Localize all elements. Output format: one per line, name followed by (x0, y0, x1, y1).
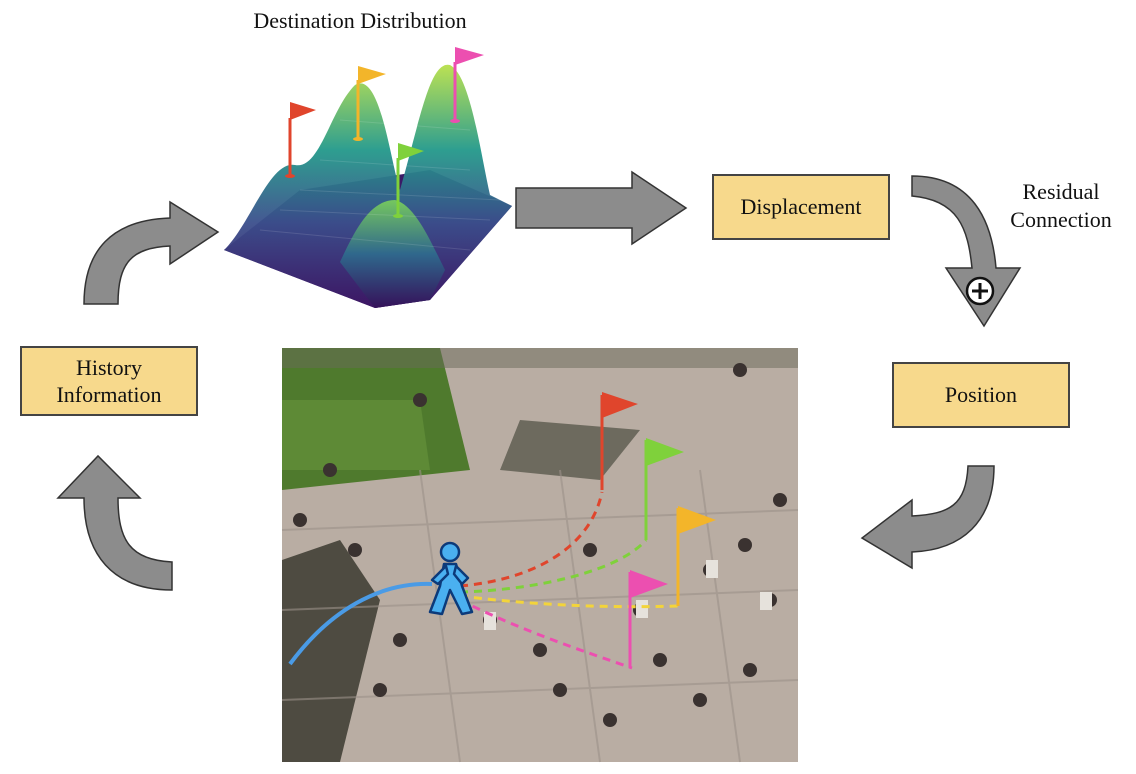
pred-path-green (459, 539, 648, 594)
arrow-position-to-scene (860, 465, 995, 570)
diagram-title: Destination Distribution (253, 8, 467, 33)
residual-line2: Connection (1010, 206, 1112, 232)
scene-yellow-flag-icon (676, 506, 716, 606)
displacement-box: Displacement (712, 174, 890, 240)
residual-line1: Residual (1022, 179, 1100, 204)
history-label-line2: Information (56, 382, 162, 407)
position-label: Position (944, 382, 1018, 408)
pred-path-yellow (459, 594, 679, 609)
scene-red-flag-icon (600, 392, 638, 490)
yellow-flag-icon (353, 66, 386, 141)
scene-photo (281, 348, 799, 763)
position-box: Position (892, 362, 1070, 428)
displacement-label: Displacement (740, 194, 862, 220)
destination-surface (224, 64, 512, 308)
arrow-scene-to-history (56, 454, 173, 591)
residual-connection-label: Residual Connection (996, 178, 1126, 233)
scene-pink-flag-icon (628, 570, 668, 668)
pred-path-red (459, 491, 604, 588)
arrow-to-displacement (515, 170, 688, 246)
plus-circle-icon (965, 276, 995, 306)
pedestrian-icon (428, 541, 474, 616)
scene-green-flag-icon (644, 438, 684, 540)
arrow-history-to-distribution (83, 200, 220, 305)
green-flag-icon (393, 143, 424, 218)
history-path (288, 581, 433, 666)
red-flag-icon (285, 102, 316, 178)
history-label-line1: History (76, 354, 142, 380)
pink-flag-icon (450, 47, 484, 123)
history-box: History Information (20, 346, 198, 416)
